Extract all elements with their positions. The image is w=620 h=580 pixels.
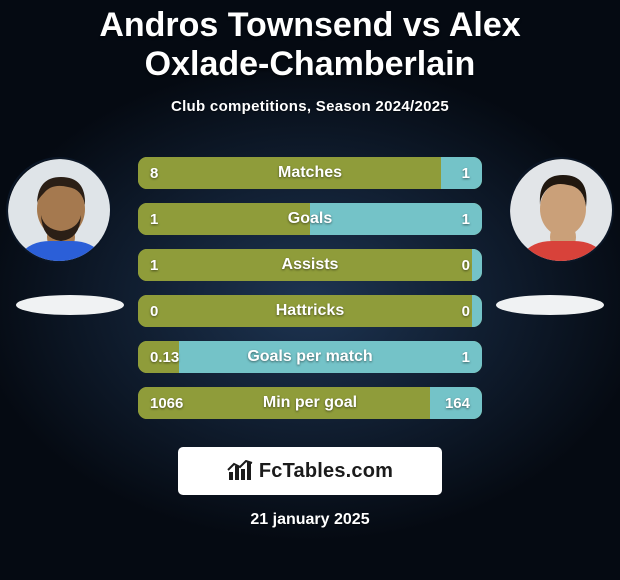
stat-bar-right-fill	[179, 341, 482, 373]
stat-bar-track	[138, 157, 482, 189]
avatar-right-svg	[510, 159, 614, 263]
stat-bar-track	[138, 203, 482, 235]
stat-row: Min per goal1066164	[138, 387, 482, 419]
stat-bar-left-fill	[138, 203, 310, 235]
stat-bar-left-fill	[138, 341, 179, 373]
stat-bar-right-fill	[472, 249, 482, 281]
stat-bar-right-fill	[310, 203, 482, 235]
stat-bar-track	[138, 295, 482, 327]
player-left-avatar	[6, 157, 112, 263]
stat-bar-left-fill	[138, 249, 472, 281]
stat-bar-left-fill	[138, 157, 441, 189]
player-right-avatar	[508, 157, 614, 263]
stat-bar-right-fill	[441, 157, 482, 189]
stat-row: Goals11	[138, 203, 482, 235]
stat-bar-left-fill	[138, 387, 430, 419]
stat-bar-right-fill	[430, 387, 482, 419]
logo-box: FcTables.com	[178, 447, 442, 495]
player-left-shadow	[16, 295, 124, 315]
avatar-left-svg	[8, 159, 112, 263]
stat-row: Hattricks00	[138, 295, 482, 327]
stat-bar-right-fill	[472, 295, 482, 327]
page-title: Andros Townsend vs Alex Oxlade-Chamberla…	[0, 0, 620, 84]
stat-row: Matches81	[138, 157, 482, 189]
logo-text: FcTables.com	[259, 460, 393, 483]
chart-icon	[227, 460, 253, 482]
stat-bar-track	[138, 249, 482, 281]
subtitle: Club competitions, Season 2024/2025	[0, 98, 620, 115]
stat-row: Assists10	[138, 249, 482, 281]
player-right-shadow	[496, 295, 604, 315]
stat-bars: Matches81 Goals11 Assists10 Hattricks00 Goal…	[138, 157, 482, 433]
stat-bar-track	[138, 387, 482, 419]
date-text: 21 january 2025	[0, 511, 620, 529]
comparison-arena: Matches81 Goals11 Assists10 Hattricks00 Goal…	[0, 145, 620, 435]
stat-bar-left-fill	[138, 295, 472, 327]
stat-bar-track	[138, 341, 482, 373]
stat-row: Goals per match0.131	[138, 341, 482, 373]
